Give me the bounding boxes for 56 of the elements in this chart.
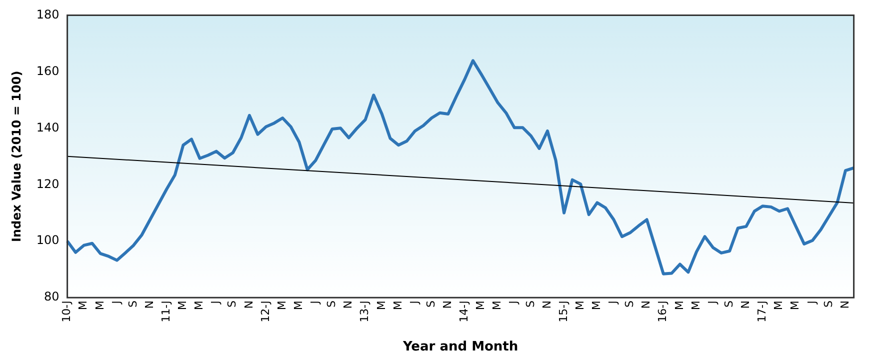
- x-tick-label: M: [374, 300, 388, 310]
- x-tick-label: J: [706, 300, 719, 305]
- x-tick-label: S: [424, 300, 438, 308]
- x-tick-label: M: [672, 300, 686, 310]
- x-axis-title: Year and Month: [402, 340, 518, 355]
- x-tick-label: M: [689, 300, 702, 310]
- x-tick-label: S: [226, 300, 239, 308]
- x-tick-label: J: [408, 300, 421, 305]
- x-tick-label: M: [474, 300, 488, 310]
- x-tick-label: 13-J: [358, 300, 372, 322]
- x-tick-label: M: [391, 300, 404, 310]
- x-tick-label: J: [507, 300, 520, 305]
- x-tick-label: M: [93, 300, 106, 310]
- x-tick-label: N: [540, 300, 554, 309]
- x-tick-label: S: [325, 300, 338, 308]
- x-tick-label: J: [308, 300, 322, 305]
- x-tick-label: N: [739, 300, 752, 309]
- y-tick-label: 120: [36, 176, 60, 191]
- x-tick-label: M: [292, 300, 305, 310]
- y-tick-label: 160: [36, 64, 60, 78]
- x-tick-label: N: [838, 300, 852, 309]
- y-tick-label: 80: [44, 290, 60, 304]
- x-tick-label: M: [192, 300, 206, 310]
- x-tick-label: 10-J: [60, 300, 74, 322]
- x-tick-label: M: [573, 300, 586, 310]
- x-tick-label: N: [342, 300, 355, 309]
- x-tick-label: 16-J: [656, 300, 670, 322]
- x-tick-label: M: [275, 300, 288, 310]
- x-tick-label: M: [490, 300, 504, 310]
- y-tick-label: 100: [36, 233, 60, 248]
- x-tick-label: S: [822, 300, 835, 308]
- x-tick-label: 11-J: [160, 300, 173, 322]
- x-tick-label: S: [126, 300, 140, 308]
- y-tick-label: 180: [36, 7, 60, 22]
- x-tick-label: 12-J: [258, 300, 272, 322]
- x-tick-label: J: [805, 300, 818, 305]
- x-tick-label: M: [176, 300, 190, 310]
- x-tick-label: M: [788, 300, 802, 310]
- x-tick-label: 14-J: [458, 300, 471, 322]
- x-tick-label: 15-J: [556, 300, 570, 322]
- x-tick-label: S: [524, 300, 537, 308]
- x-tick-label: J: [209, 300, 222, 305]
- x-tick-label: N: [242, 300, 256, 309]
- x-tick-label: S: [623, 300, 636, 308]
- y-axis-title: Index Value (2010 = 100): [9, 70, 24, 242]
- x-tick-label: M: [772, 300, 786, 310]
- x-tick-label: N: [142, 300, 156, 309]
- x-tick-label: M: [76, 300, 90, 310]
- x-tick-label: J: [606, 300, 620, 305]
- x-tick-label: S: [722, 300, 736, 308]
- x-tick-label: N: [440, 300, 454, 309]
- x-tick-label: N: [640, 300, 653, 309]
- x-tick-label: J: [110, 300, 123, 305]
- y-tick-label: 140: [36, 120, 60, 134]
- x-tick-label: 17-J: [756, 300, 769, 322]
- x-tick-label: M: [590, 300, 604, 310]
